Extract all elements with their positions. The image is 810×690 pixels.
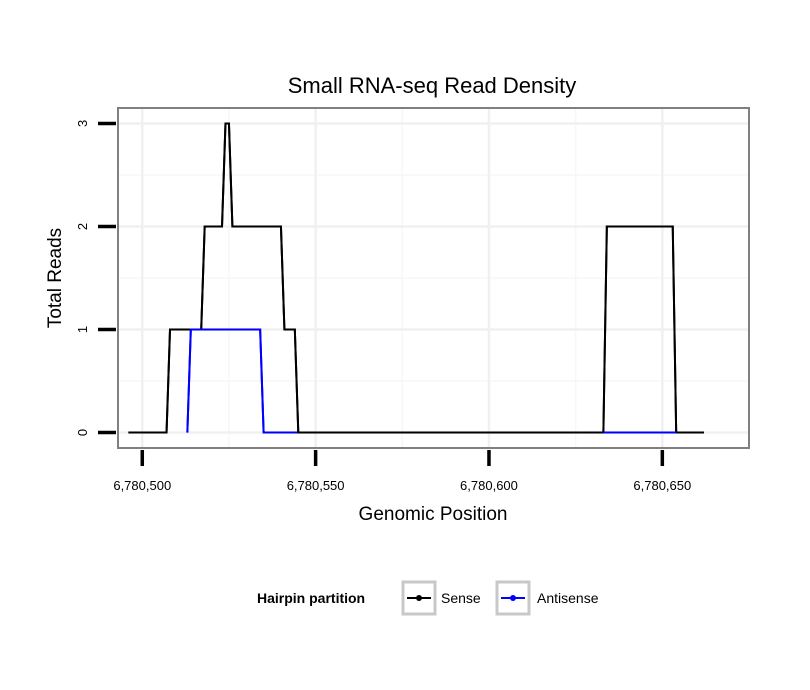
y-axis-title: Total Reads bbox=[45, 228, 66, 328]
y-tick-label: 1 bbox=[75, 326, 90, 333]
legend-key-sense-point bbox=[416, 595, 422, 601]
x-axis-title: Genomic Position bbox=[359, 504, 508, 525]
x-axis: 6,780,500 6,780,550 6,780,600 6,780,650 bbox=[113, 450, 691, 493]
legend-label-sense: Sense bbox=[441, 590, 481, 606]
legend: Hairpin partition Sense Antisense bbox=[257, 580, 599, 616]
x-tick-label: 6,780,500 bbox=[113, 478, 171, 493]
chart-title: Small RNA-seq Read Density bbox=[288, 73, 577, 98]
y-tick-label: 3 bbox=[75, 120, 90, 127]
x-tick-label: 6,780,650 bbox=[633, 478, 691, 493]
legend-key-antisense-point bbox=[510, 595, 516, 601]
y-axis: 0 1 2 3 bbox=[75, 120, 116, 436]
y-tick-label: 0 bbox=[75, 429, 90, 436]
y-tick-label: 2 bbox=[75, 223, 90, 230]
series-lines bbox=[128, 122, 704, 434]
plot-panel-border bbox=[117, 107, 750, 449]
series-line-antisense-plateau bbox=[186, 328, 265, 433]
legend-title: Hairpin partition bbox=[257, 590, 365, 606]
x-tick-label: 6,780,550 bbox=[287, 478, 345, 493]
legend-label-antisense: Antisense bbox=[537, 590, 599, 606]
x-tick-label: 6,780,600 bbox=[460, 478, 518, 493]
